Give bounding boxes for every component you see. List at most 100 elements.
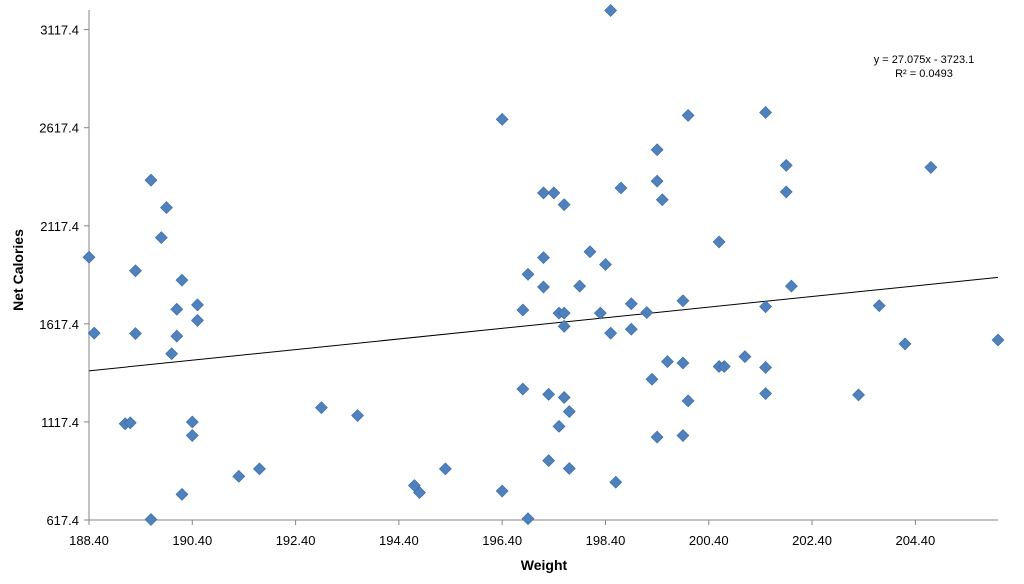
data-point bbox=[738, 350, 752, 364]
data-point bbox=[712, 235, 726, 249]
data-point bbox=[129, 264, 142, 278]
data-point bbox=[185, 429, 199, 442]
data-point bbox=[604, 326, 618, 340]
x-axis-ticks: 188.40 190.40 192.40 194.40 196.40 198.40 200.… bbox=[69, 520, 935, 548]
data-points bbox=[82, 4, 1005, 526]
data-point bbox=[175, 487, 189, 501]
data-point bbox=[232, 469, 246, 483]
data-point bbox=[645, 372, 659, 386]
data-point bbox=[681, 108, 695, 122]
data-point bbox=[154, 231, 168, 245]
data-point bbox=[170, 329, 184, 343]
data-point bbox=[898, 337, 912, 351]
data-point bbox=[681, 394, 695, 408]
x-tick-label: 202.40 bbox=[792, 533, 832, 548]
data-point bbox=[624, 322, 638, 336]
data-point bbox=[516, 303, 530, 317]
data-point bbox=[676, 429, 690, 442]
data-point bbox=[924, 160, 938, 174]
data-point bbox=[759, 106, 773, 119]
data-point bbox=[87, 326, 101, 340]
y-axis-ticks: 617.4 1117.4 1617.4 2117.4 2617.4 3117.4 bbox=[39, 23, 89, 528]
data-point bbox=[438, 462, 452, 476]
data-point bbox=[542, 454, 556, 468]
data-point bbox=[123, 416, 137, 430]
data-point bbox=[557, 391, 571, 404]
x-tick-label: 198.40 bbox=[586, 533, 626, 548]
data-point bbox=[165, 347, 179, 361]
data-point bbox=[144, 513, 158, 526]
trendline bbox=[88, 276, 999, 372]
data-point bbox=[521, 267, 535, 281]
data-point bbox=[557, 319, 571, 333]
data-point bbox=[593, 306, 607, 320]
data-point bbox=[640, 306, 654, 319]
trendline-r-squared: R² = 0.0493 bbox=[895, 68, 953, 80]
data-point bbox=[314, 401, 328, 415]
y-axis-title: Net Calories bbox=[10, 229, 26, 311]
data-point bbox=[599, 258, 612, 271]
data-point bbox=[537, 251, 550, 265]
data-point bbox=[191, 298, 204, 312]
x-tick-label: 194.40 bbox=[379, 533, 419, 548]
data-point bbox=[624, 297, 638, 311]
x-tick-label: 192.40 bbox=[276, 533, 316, 548]
y-tick-label: 617.4 bbox=[46, 513, 79, 528]
data-point bbox=[253, 462, 266, 476]
x-tick-label: 188.40 bbox=[69, 533, 109, 548]
x-axis-title: Weight bbox=[521, 557, 568, 573]
data-point bbox=[655, 193, 669, 207]
data-point bbox=[547, 186, 561, 200]
data-point bbox=[82, 250, 96, 264]
data-point bbox=[557, 306, 571, 320]
data-point bbox=[872, 299, 886, 313]
x-tick-label: 196.40 bbox=[482, 533, 522, 548]
data-point bbox=[185, 415, 199, 429]
data-point bbox=[557, 198, 571, 212]
data-point bbox=[144, 173, 158, 187]
x-tick-label: 200.40 bbox=[689, 533, 729, 548]
data-point bbox=[650, 143, 664, 157]
data-point bbox=[521, 512, 535, 526]
data-point bbox=[614, 181, 628, 195]
data-point bbox=[676, 294, 690, 308]
data-point bbox=[661, 355, 674, 369]
chart-axes bbox=[88, 10, 998, 521]
y-tick-label: 2617.4 bbox=[39, 121, 79, 136]
x-tick-label: 190.40 bbox=[172, 533, 212, 548]
y-tick-label: 3117.4 bbox=[40, 23, 79, 38]
data-point bbox=[609, 475, 623, 489]
data-point bbox=[562, 405, 576, 419]
data-point bbox=[779, 185, 793, 199]
data-point bbox=[542, 387, 556, 401]
data-point bbox=[170, 302, 184, 316]
data-point bbox=[779, 159, 793, 172]
data-point bbox=[191, 313, 204, 327]
y-tick-label: 1117.4 bbox=[41, 415, 79, 430]
x-tick-label: 204.40 bbox=[895, 533, 935, 548]
data-point bbox=[759, 361, 773, 374]
data-point bbox=[852, 388, 865, 402]
data-point bbox=[562, 462, 576, 475]
data-point bbox=[573, 279, 587, 293]
data-point bbox=[991, 333, 1005, 347]
data-point bbox=[129, 327, 142, 340]
data-point bbox=[759, 300, 773, 314]
data-point bbox=[759, 387, 773, 400]
data-point bbox=[650, 174, 664, 188]
data-point bbox=[537, 186, 550, 200]
data-point bbox=[717, 360, 731, 373]
y-tick-label: 1617.4 bbox=[39, 317, 79, 332]
data-point bbox=[537, 280, 550, 294]
data-point bbox=[676, 356, 690, 370]
data-point bbox=[516, 382, 530, 396]
data-point bbox=[650, 430, 664, 444]
data-point bbox=[351, 409, 364, 422]
data-point bbox=[583, 245, 597, 259]
data-point bbox=[175, 273, 189, 287]
trendline-equation: y = 27.075x - 3723.1 bbox=[874, 54, 975, 66]
data-point bbox=[604, 4, 618, 17]
data-point bbox=[413, 486, 426, 500]
y-tick-label: 2117.4 bbox=[40, 219, 79, 234]
